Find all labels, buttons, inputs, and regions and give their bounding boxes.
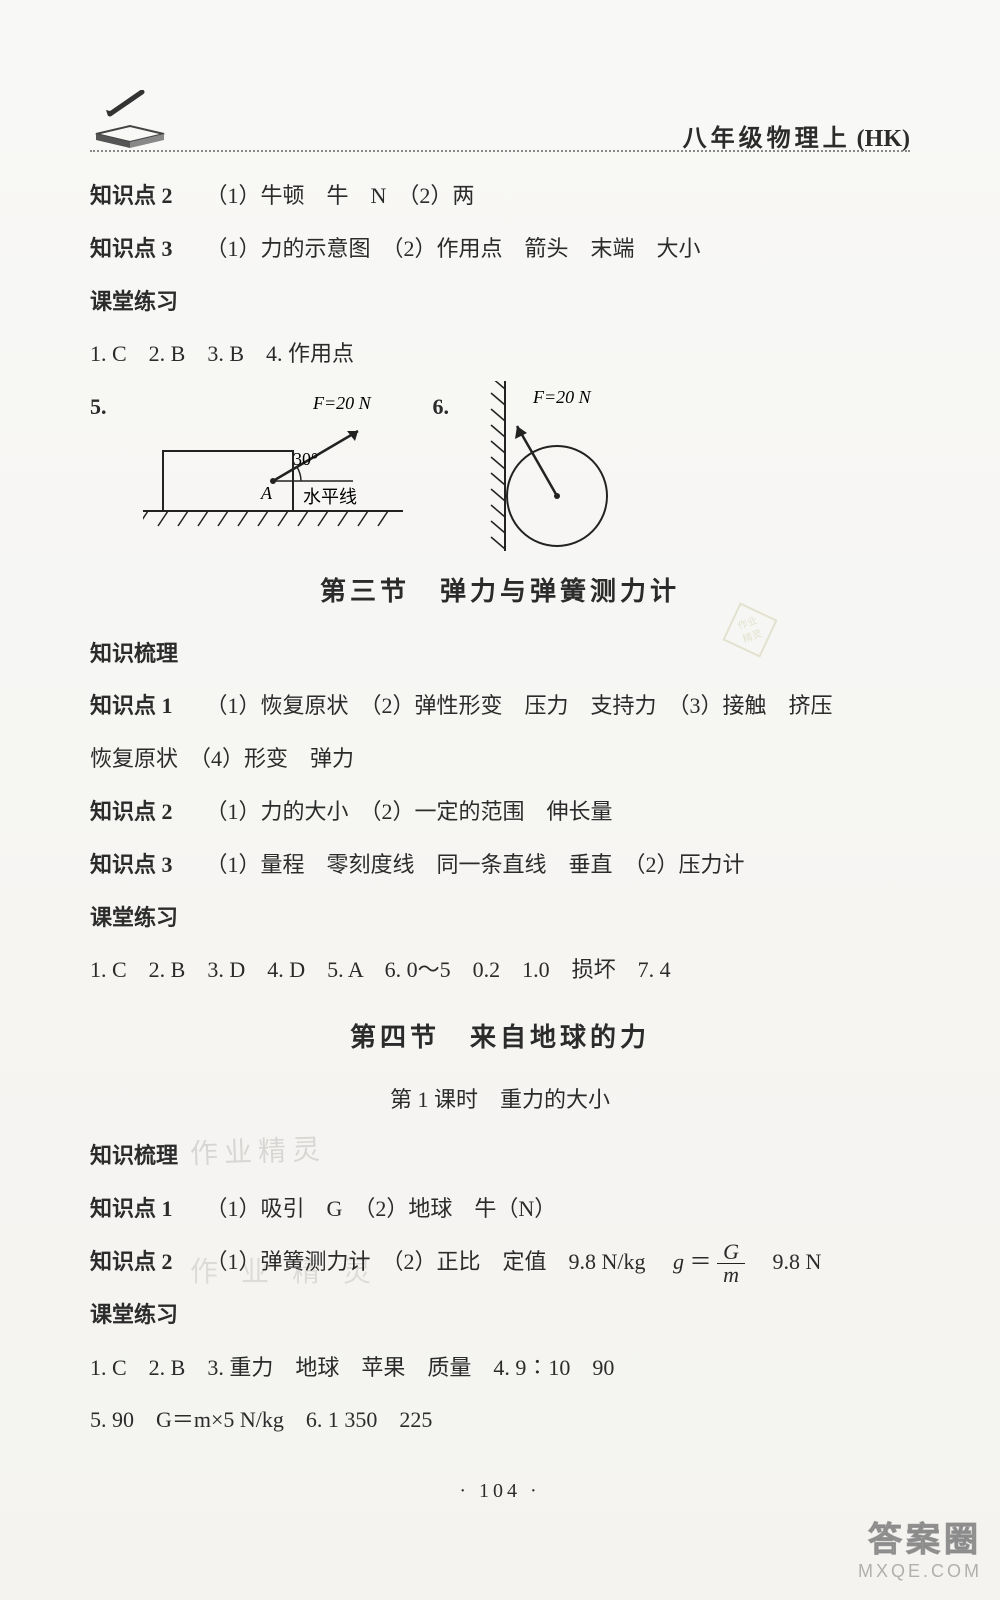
- s4-classwork-answers-1: 1. C 2. B 3. 重力 地球 苹果 质量 4. 9∶10 90: [90, 1342, 910, 1395]
- s4-kp1-text: （1）吸引 G （2）地球 牛（N）: [206, 1196, 557, 1221]
- d5-baseline-label: 水平线: [303, 487, 357, 507]
- d5-angle-label: 30°: [293, 449, 318, 469]
- footer-stamp: 答案圈 MXQE.COM: [858, 1512, 982, 1582]
- section4-subtitle: 第 1 课时 重力的大小: [90, 1074, 910, 1127]
- d6-force-label: F=20 N: [532, 387, 592, 407]
- kp2-text: （1）牛顿 牛 N （2）两: [206, 183, 475, 208]
- classwork-label: 课堂练习: [90, 276, 910, 329]
- kp2-label: 知识点 2: [90, 183, 173, 208]
- s3-kp1-label: 知识点 1: [90, 693, 173, 718]
- s4-classwork-answers-2: 5. 90 G＝m×5 N/kg 6. 1 350 225: [90, 1394, 910, 1447]
- kp3-text: （1）力的示意图 （2）作用点 箭头 末端 大小: [206, 236, 701, 261]
- section3-title: 第三节 弹力与弹簧测力计: [90, 561, 910, 623]
- content: 知识点 2 （1）牛顿 牛 N （2）两 知识点 3 （1）力的示意图 （2）作…: [90, 170, 910, 1515]
- book-logo-icon: [90, 90, 170, 150]
- q5-label: 5.: [90, 394, 107, 419]
- frac-den: m: [717, 1264, 745, 1286]
- watermark-text-2: 作 业 精 灵: [190, 1250, 379, 1290]
- classwork-answers-1: 1. C 2. B 3. B 4. 作用点: [90, 328, 910, 381]
- q6-label: 6.: [433, 394, 450, 419]
- page-number: · 104 ·: [90, 1467, 910, 1515]
- kp3-label: 知识点 3: [90, 236, 173, 261]
- d5-force-label: F=20 N: [312, 393, 372, 413]
- s4-kp1-label: 知识点 1: [90, 1196, 173, 1221]
- s3-classwork-label: 课堂练习: [90, 892, 910, 945]
- s3-kp3-text: （1）量程 零刻度线 同一条直线 垂直 （2）压力计: [206, 852, 745, 877]
- footer-line2: MXQE.COM: [858, 1561, 982, 1582]
- footer-line1: 答案圈: [858, 1512, 982, 1561]
- s3-knowledge-label: 知识梳理: [90, 628, 910, 681]
- page-header: 八年级物理上(HK): [683, 118, 910, 153]
- frac-num: G: [717, 1241, 745, 1264]
- s3-kp1-text-b: 恢复原状 （4）形变 弹力: [90, 733, 910, 786]
- s3-kp2-text: （1）力的大小 （2）一定的范围 伸长量: [206, 799, 613, 824]
- s3-kp2-label: 知识点 2: [90, 799, 173, 824]
- d5-point-label: A: [260, 483, 273, 503]
- s3-kp1-text-a: （1）恢复原状 （2）弹性形变 压力 支持力 （3）接触 挤压: [206, 693, 833, 718]
- watermark-text: 作业精灵: [189, 1128, 326, 1173]
- s3-kp3-label: 知识点 3: [90, 852, 173, 877]
- section4-title: 第四节 来自地球的力: [90, 1007, 910, 1069]
- s4-kp2-label: 知识点 2: [90, 1249, 173, 1274]
- header-hk: (HK): [857, 126, 910, 152]
- s3-classwork-answers: 1. C 2. B 3. D 4. D 5. A 6. 0～5 0.2 1.0 …: [90, 944, 910, 997]
- diagram-5: A 水平线 30° F=20 N: [143, 381, 403, 531]
- diagram-6: F=20 N: [485, 381, 685, 551]
- s4-kp2-eq-lhs: g: [673, 1249, 684, 1274]
- s4-kp2-text-b: 9.8 N: [750, 1249, 821, 1274]
- header-divider: [90, 150, 910, 152]
- header-title: 八年级物理上: [683, 126, 851, 152]
- s4-kp2-fraction: G m: [717, 1241, 745, 1286]
- s4-kp2-eq-eq: ＝: [690, 1249, 712, 1274]
- s4-classwork-label: 课堂练习: [90, 1289, 910, 1342]
